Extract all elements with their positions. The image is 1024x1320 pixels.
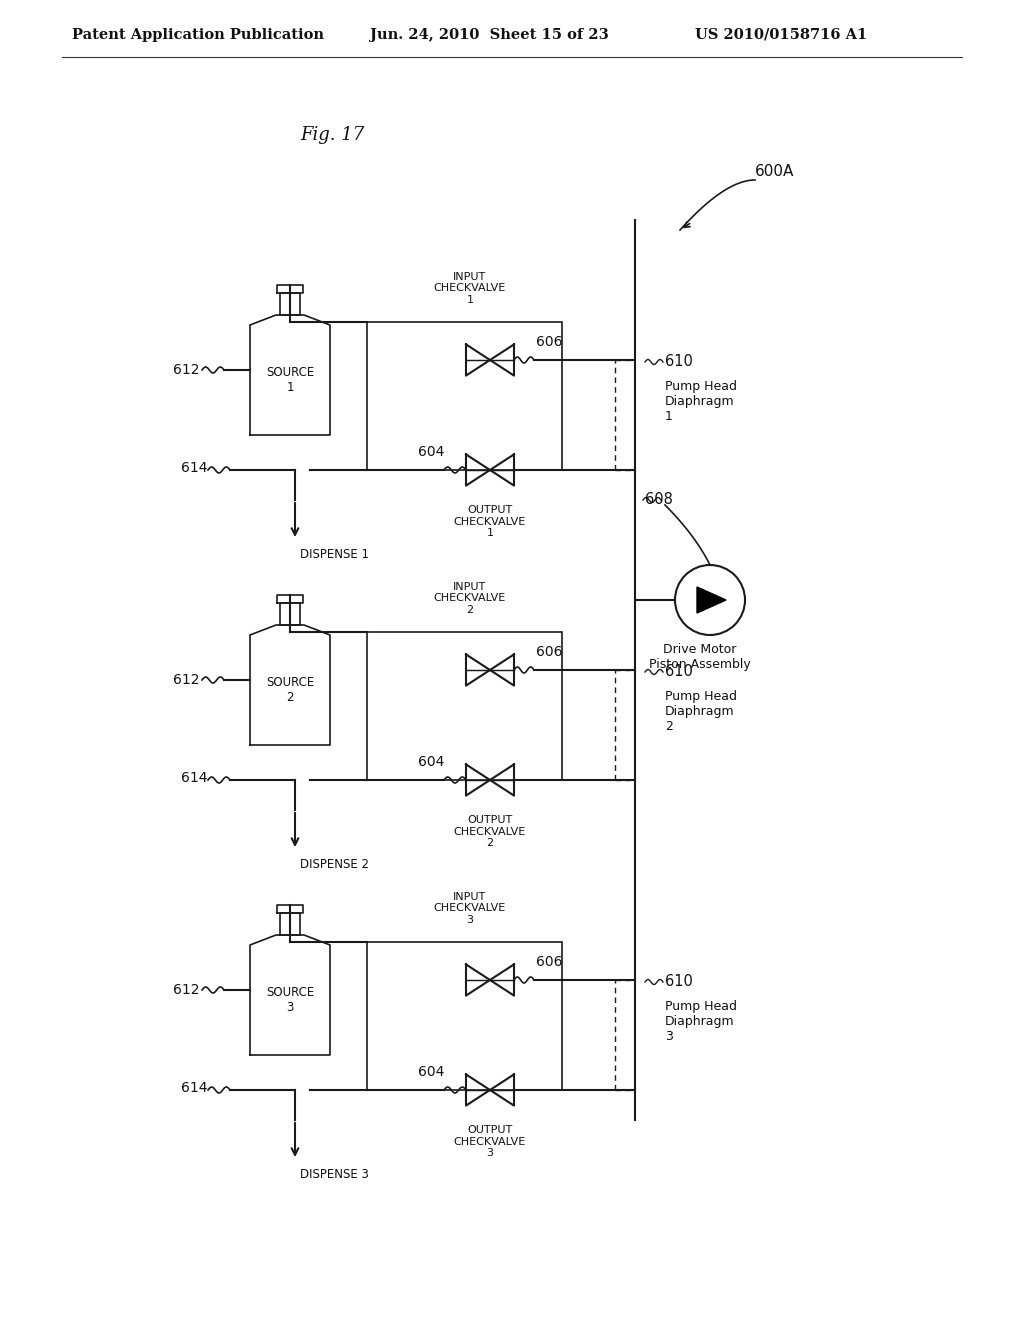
Text: 608: 608 — [645, 492, 673, 507]
Text: 614: 614 — [181, 771, 208, 785]
Text: SOURCE
2: SOURCE 2 — [266, 676, 314, 704]
Text: Pump Head
Diaphragm
1: Pump Head Diaphragm 1 — [665, 380, 737, 422]
Text: 612: 612 — [173, 363, 200, 378]
Circle shape — [675, 565, 745, 635]
Text: 606: 606 — [536, 954, 562, 969]
Text: INPUT
CHECKVALVE
3: INPUT CHECKVALVE 3 — [434, 892, 506, 925]
Text: 612: 612 — [173, 983, 200, 997]
Bar — [367, 632, 562, 780]
Text: Jun. 24, 2010  Sheet 15 of 23: Jun. 24, 2010 Sheet 15 of 23 — [370, 28, 608, 42]
Text: Pump Head
Diaphragm
3: Pump Head Diaphragm 3 — [665, 1001, 737, 1043]
Text: 606: 606 — [536, 645, 562, 659]
Text: 600A: 600A — [755, 165, 795, 180]
Text: 612: 612 — [173, 673, 200, 686]
Text: DISPENSE 3: DISPENSE 3 — [300, 1168, 369, 1181]
Bar — [367, 942, 562, 1090]
Text: 604: 604 — [418, 755, 444, 770]
Text: SOURCE
3: SOURCE 3 — [266, 986, 314, 1014]
Text: 614: 614 — [181, 461, 208, 475]
Text: Drive Motor
Piston Assembly: Drive Motor Piston Assembly — [649, 643, 751, 671]
Text: 614: 614 — [181, 1081, 208, 1096]
Text: INPUT
CHECKVALVE
1: INPUT CHECKVALVE 1 — [434, 272, 506, 305]
Text: US 2010/0158716 A1: US 2010/0158716 A1 — [695, 28, 867, 42]
Text: OUTPUT
CHECKVALVE
2: OUTPUT CHECKVALVE 2 — [454, 814, 526, 849]
Text: Pump Head
Diaphragm
2: Pump Head Diaphragm 2 — [665, 690, 737, 733]
Text: DISPENSE 2: DISPENSE 2 — [300, 858, 369, 871]
Text: INPUT
CHECKVALVE
2: INPUT CHECKVALVE 2 — [434, 582, 506, 615]
Text: 604: 604 — [418, 445, 444, 459]
Text: 604: 604 — [418, 1065, 444, 1078]
Text: DISPENSE 1: DISPENSE 1 — [300, 548, 369, 561]
Text: 606: 606 — [536, 335, 562, 348]
Text: OUTPUT
CHECKVALVE
3: OUTPUT CHECKVALVE 3 — [454, 1125, 526, 1158]
Text: 610: 610 — [665, 974, 693, 990]
Text: SOURCE
1: SOURCE 1 — [266, 366, 314, 393]
Bar — [367, 322, 562, 470]
Text: Patent Application Publication: Patent Application Publication — [72, 28, 324, 42]
Polygon shape — [697, 587, 726, 612]
Text: 610: 610 — [665, 355, 693, 370]
Text: Fig. 17: Fig. 17 — [300, 125, 365, 144]
Text: OUTPUT
CHECKVALVE
1: OUTPUT CHECKVALVE 1 — [454, 506, 526, 539]
Text: 610: 610 — [665, 664, 693, 680]
